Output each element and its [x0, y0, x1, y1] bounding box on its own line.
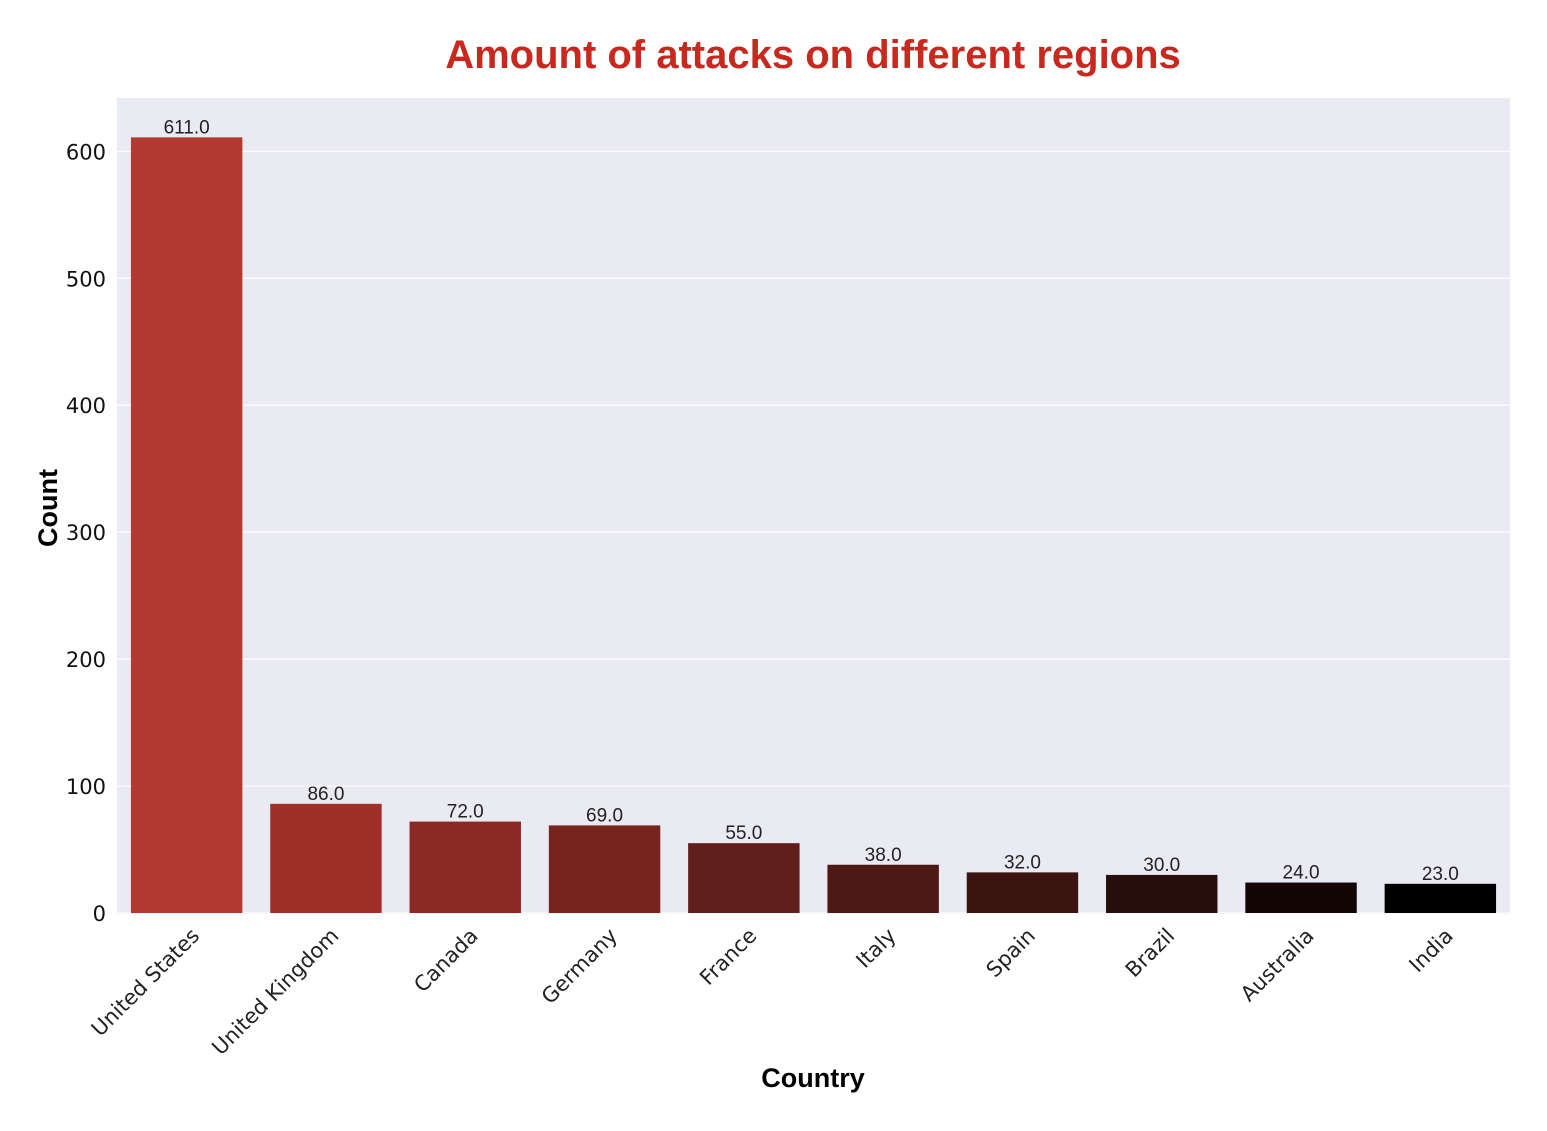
data-label: 69.0: [586, 805, 623, 826]
y-tick-label: 400: [66, 394, 106, 418]
x-tick-label: Italy: [851, 924, 900, 973]
y-tick-label: 500: [66, 267, 106, 291]
x-tick-label: India: [1404, 924, 1457, 977]
bar-italy: [827, 864, 939, 913]
data-labels: 611.0 86.0 72.0 69.0 55.0 38.0 32.0 30.0 24.0 23.…: [164, 117, 1459, 884]
x-tick-label: United Kingdom: [207, 924, 343, 1060]
data-label: 55.0: [725, 823, 762, 844]
bar-brazil: [1106, 874, 1218, 913]
y-tick-label: 300: [66, 521, 106, 545]
y-tick-label: 600: [66, 140, 106, 164]
data-label: 38.0: [865, 845, 902, 866]
data-label: 611.0: [164, 117, 210, 138]
bars: [130, 137, 1497, 913]
chart-title: Amount of attacks on different regions: [445, 33, 1181, 77]
x-tick-label: Spain: [982, 924, 1040, 982]
bar-australia: [1245, 882, 1357, 913]
data-label: 24.0: [1283, 863, 1320, 884]
data-label: 30.0: [1143, 855, 1180, 876]
x-tick-label: United States: [87, 924, 205, 1042]
bar-germany: [548, 825, 661, 913]
x-tick-label: France: [695, 924, 761, 990]
x-tick-label: Australia: [1236, 924, 1319, 1007]
y-tick-label: 100: [66, 775, 106, 799]
y-tick-label: 200: [66, 648, 106, 672]
data-label: 86.0: [307, 784, 344, 805]
bar-france: [688, 843, 800, 913]
x-tick-label: Canada: [409, 924, 482, 997]
data-label: 72.0: [447, 802, 484, 823]
y-tick-label: 0: [93, 902, 106, 926]
data-label: 32.0: [1004, 852, 1041, 873]
bar-canada: [409, 821, 521, 913]
x-axis-ticks: United States United Kingdom Canada Germany…: [87, 924, 1458, 1060]
bar-united-kingdom: [270, 803, 382, 913]
y-axis-ticks: 0 100 200 300 400 500 600: [66, 140, 106, 926]
y-axis-title: Count: [33, 469, 63, 547]
bar-india: [1384, 883, 1497, 913]
plot-area: [117, 98, 1510, 914]
x-tick-label: Brazil: [1121, 924, 1179, 982]
bar-spain: [966, 872, 1079, 913]
x-tick-label: Germany: [537, 924, 622, 1009]
x-axis-title: Country: [761, 1063, 865, 1093]
data-label: 23.0: [1422, 864, 1459, 885]
bar-united-states: [130, 137, 243, 913]
